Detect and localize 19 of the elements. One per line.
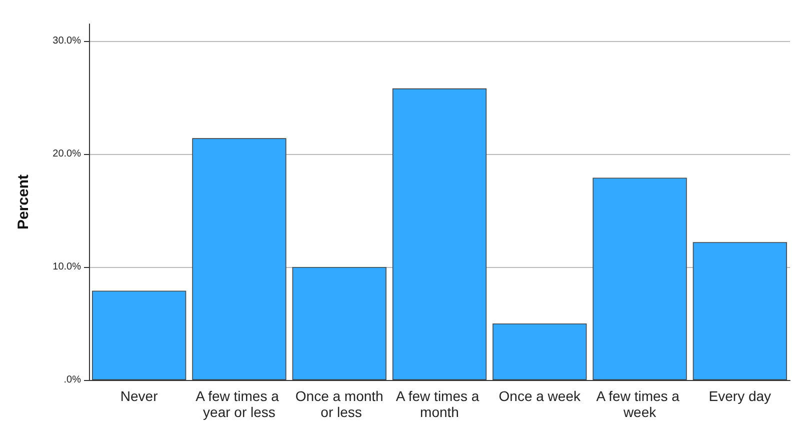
bar <box>692 242 787 380</box>
x-tick-label: Never <box>120 388 158 404</box>
x-tick-label: Once a week <box>498 388 582 404</box>
x-tick-label: Once a month or less <box>295 388 384 420</box>
x-tick-label: A few times a year or less <box>196 388 283 420</box>
y-tick-label: .0% <box>64 374 82 386</box>
bar <box>192 138 286 380</box>
bar <box>392 88 487 380</box>
y-tick-label: 10.0% <box>52 261 82 272</box>
x-tick-label: A few times a month <box>396 388 484 420</box>
y-axis-title: Percent <box>15 174 32 230</box>
x-tick-label: A few times a week <box>596 388 684 420</box>
y-tick-label: 30.0% <box>52 35 82 46</box>
y-tick-label: 20.0% <box>52 148 82 160</box>
bar <box>492 323 587 380</box>
bar <box>292 266 386 380</box>
x-tick-label: Every day <box>708 388 772 404</box>
bar <box>92 290 186 380</box>
bar <box>592 178 687 380</box>
